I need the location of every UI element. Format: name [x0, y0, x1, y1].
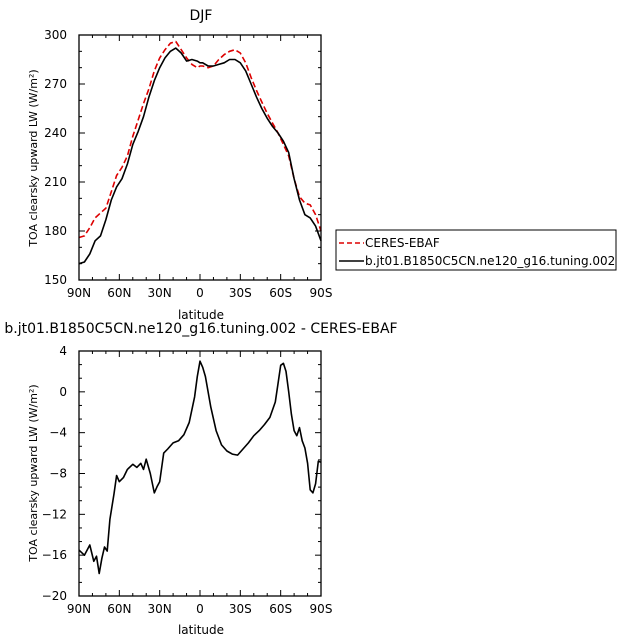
bottom-x-tick-label: 30S [229, 602, 252, 616]
legend-label-model: b.jt01.B1850C5CN.ne120_g16.tuning.002 [365, 254, 615, 268]
top-y-tick-label: 240 [44, 126, 67, 140]
bottom-series-line-0 [78, 360, 322, 575]
top-series-line-1 [78, 47, 322, 265]
bottom-y-axis-label: TOA clearsky upward LW (W/m²) [27, 384, 40, 562]
top-plot-frame [78, 34, 322, 281]
bottom-y-tick-label: −8 [49, 467, 67, 481]
top-x-tick-label: 90N [67, 286, 91, 300]
legend: CERES-EBAF b.jt01.B1850C5CN.ne120_g16.tu… [335, 229, 617, 271]
bottom-y-tick-label: −12 [42, 507, 67, 521]
bottom-x-tick-label: 0 [196, 602, 204, 616]
top-x-tick-label: 0 [196, 286, 204, 300]
top-x-tick-label: 90S [310, 286, 333, 300]
bottom-plot-frame [78, 350, 322, 597]
top-x-tick-label: 60S [269, 286, 292, 300]
top-x-tick-label: 30S [229, 286, 252, 300]
bottom-x-tick-label: 60N [107, 602, 131, 616]
top-x-axis-label: latitude [178, 308, 224, 322]
bottom-x-tick-label: 90N [67, 602, 91, 616]
bottom-y-tick-label: 0 [59, 385, 67, 399]
bottom-panel: b.jt01.B1850C5CN.ne120_g16.tuning.002 - … [4, 321, 397, 637]
top-y-tick-label: 150 [44, 273, 67, 287]
top-y-tick-label: 210 [44, 175, 67, 189]
top-panel: DJF 90N 60N 30N 0 30S 60S 90S 150 180 210 240 270 30… [27, 8, 332, 322]
top-series-line-0 [78, 40, 322, 239]
bottom-x-tick-label: 60S [269, 602, 292, 616]
bottom-x-tick-label: 30N [148, 602, 172, 616]
top-y-tick-label: 300 [44, 28, 67, 42]
legend-box [335, 229, 617, 271]
top-chart-title: DJF [190, 8, 213, 24]
top-x-tick-label: 30N [148, 286, 172, 300]
top-y-axis-label: TOA clearsky upward LW (W/m²) [27, 69, 40, 247]
bottom-chart-title: b.jt01.B1850C5CN.ne120_g16.tuning.002 - … [4, 321, 397, 337]
bottom-y-tick-label: −16 [42, 548, 67, 562]
bottom-x-tick-label: 90S [310, 602, 333, 616]
top-x-tick-label: 60N [107, 286, 131, 300]
top-y-tick-label: 270 [44, 77, 67, 91]
bottom-y-tick-label: 4 [59, 344, 67, 358]
top-y-tick-label: 180 [44, 224, 67, 238]
legend-label-ceres: CERES-EBAF [365, 236, 440, 250]
bottom-y-tick-label: −4 [49, 426, 67, 440]
bottom-y-tick-label: −20 [42, 589, 67, 603]
bottom-x-axis-label: latitude [178, 623, 224, 637]
